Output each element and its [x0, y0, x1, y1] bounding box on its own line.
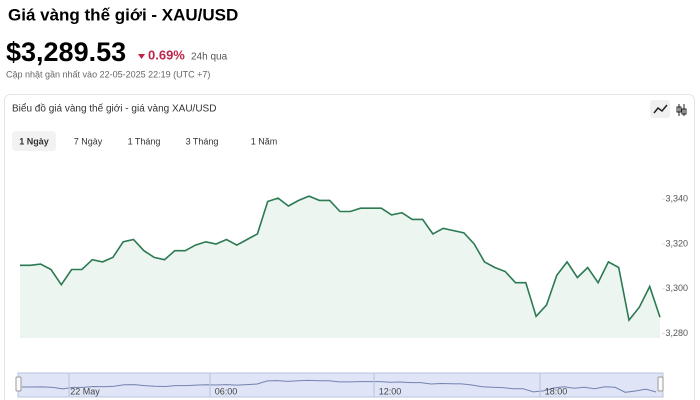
navigator-label: 22 May	[70, 386, 100, 396]
tabs: 1 Ngày 7 Ngày 1 Tháng 3 Tháng 1 Năm	[12, 131, 277, 151]
navigator-handle[interactable]	[15, 376, 22, 392]
tab[interactable]: 7 Ngày	[74, 136, 103, 146]
y-tick-label: 3,320	[665, 238, 688, 248]
tab[interactable]: 3 Tháng	[186, 136, 219, 146]
chart-title: Biểu đồ giá vàng thế giới - giá vàng XAU…	[12, 103, 216, 115]
navigator-label: 06:00	[215, 386, 238, 396]
navigator-line	[22, 379, 657, 393]
navigator-label: 18:00	[545, 386, 568, 396]
y-tick-label: 3,300	[665, 283, 688, 293]
area	[20, 196, 660, 338]
tab-active[interactable]	[12, 131, 56, 151]
tab[interactable]: 1 Năm	[251, 136, 278, 146]
price: $3,289.53	[6, 37, 126, 67]
down-arrow	[138, 54, 145, 59]
line	[20, 195, 661, 322]
y-tick-label: 3,340	[665, 194, 688, 204]
candle-view-button[interactable]	[676, 104, 687, 116]
plot: 3,280 3,300 3,320 3,340	[20, 194, 688, 338]
updated: Cập nhật gần nhất vào 22-05-2025 22:19 (…	[6, 69, 210, 79]
line-icon	[653, 104, 668, 114]
page-title: Giá vàng thế giới - XAU/USD	[8, 5, 238, 24]
y-tick-label: 3,280	[665, 328, 688, 338]
navigator-handle[interactable]	[657, 376, 664, 392]
navigator-label: 12:00	[379, 386, 402, 396]
price-change: 0.69%	[148, 47, 185, 62]
tab[interactable]: 1 Ngày	[19, 136, 49, 146]
tab[interactable]: 1 Tháng	[128, 136, 161, 146]
period: 24h qua	[191, 52, 228, 63]
